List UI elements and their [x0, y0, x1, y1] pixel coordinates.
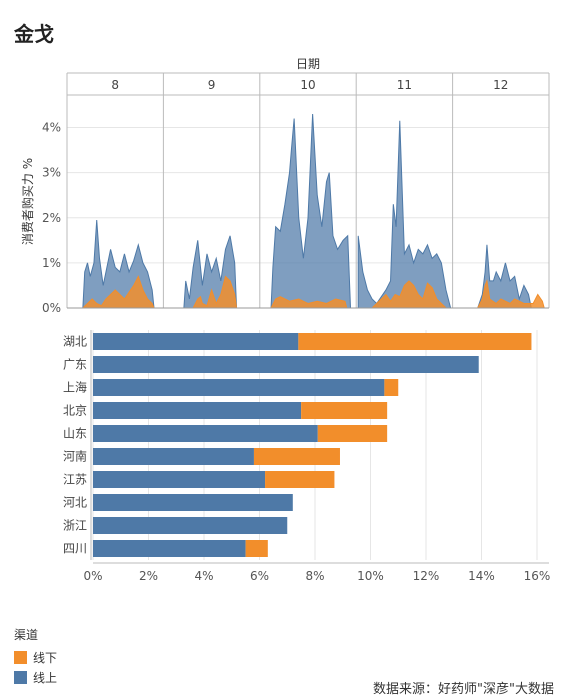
y-tick-label: 3%	[42, 166, 61, 180]
legend-swatch-online	[14, 670, 27, 684]
y-axis-title: 消费者购买力 %	[20, 158, 35, 245]
bar-online	[93, 517, 288, 534]
bar-online	[93, 402, 302, 419]
bar-offline	[265, 471, 335, 488]
category-label: 上海	[63, 380, 87, 395]
area-online	[270, 113, 352, 309]
area-offline	[192, 275, 238, 309]
area-offline	[270, 296, 348, 309]
legend-item-offline[interactable]: 线下	[14, 647, 57, 667]
category-label: 河南	[63, 449, 87, 464]
x-tick-label: 8%	[305, 569, 324, 583]
bar-online	[93, 471, 266, 488]
bar-online	[93, 540, 246, 557]
bar-offline	[245, 540, 268, 557]
category-label: 山东	[63, 427, 87, 441]
x-tick-label: 16%	[524, 569, 551, 583]
panel-label: 9	[208, 78, 216, 92]
category-label: 浙江	[63, 519, 87, 533]
bar-online	[93, 425, 318, 442]
panel-label: 11	[397, 78, 412, 92]
bar-offline	[301, 402, 388, 419]
bar-chart: 0% 2% 4% 6% 8% 10% 12% 14% 16% 湖北广东上海北京山东河南江苏河北浙江…	[63, 330, 551, 583]
bar-offline	[298, 333, 532, 350]
legend-label-offline: 线下	[33, 650, 58, 665]
bar-online	[93, 494, 293, 511]
x-tick-label: 4%	[194, 569, 213, 583]
x-tick-label: 12%	[413, 569, 440, 583]
legend-item-online[interactable]: 线上	[14, 667, 57, 687]
x-tick-label: 0%	[83, 569, 102, 583]
category-label: 北京	[63, 404, 87, 418]
bar-offline	[384, 379, 399, 396]
legend-title: 渠道	[14, 628, 39, 642]
y-tick-label: 1%	[42, 256, 61, 270]
bar-online	[93, 333, 299, 350]
bar-offline	[317, 425, 388, 442]
category-label: 河北	[63, 496, 87, 510]
area-online	[357, 120, 452, 309]
category-label: 湖北	[63, 334, 87, 349]
bar-offline	[253, 448, 340, 465]
area-offline	[370, 280, 448, 309]
legend-swatch-offline	[14, 650, 27, 664]
y-tick-label: 2%	[42, 211, 61, 225]
x-tick-label: 6%	[250, 569, 269, 583]
x-tick-label: 14%	[468, 569, 495, 583]
x-axis-title: 日期	[296, 57, 320, 71]
y-tick-label: 4%	[42, 121, 61, 135]
page-title: 金戈	[14, 22, 54, 46]
bar-online	[93, 379, 385, 396]
panel-label: 8	[111, 78, 119, 92]
bar-online	[93, 448, 254, 465]
data-source: 数据来源：好药师"深彦"大数据	[373, 682, 554, 697]
panel-label: 10	[300, 78, 315, 92]
area-offline	[81, 275, 155, 309]
x-tick-label: 10%	[357, 569, 384, 583]
category-label: 广东	[63, 358, 87, 372]
bar-online	[93, 356, 479, 373]
category-label: 四川	[63, 542, 87, 556]
legend: 渠道 线下 线上	[14, 626, 57, 687]
area-online	[477, 244, 532, 309]
y-tick-label: 0%	[42, 301, 61, 315]
panel-label: 12	[493, 78, 508, 92]
legend-label-online: 线上	[33, 670, 58, 685]
category-label: 江苏	[63, 473, 87, 487]
x-tick-label: 2%	[139, 569, 158, 583]
area-offline	[476, 279, 545, 309]
